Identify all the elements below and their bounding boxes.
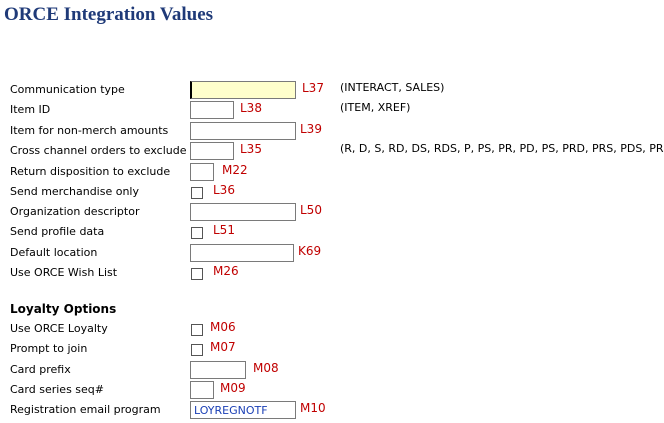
checkbox[interactable] <box>191 227 203 239</box>
field-code: L36 <box>213 183 235 197</box>
field-code: L38 <box>240 101 262 115</box>
field-code: L51 <box>213 223 235 237</box>
text-input[interactable] <box>190 101 234 119</box>
field-label: Card prefix <box>10 363 71 376</box>
field-note: (ITEM, XREF) <box>340 101 411 114</box>
field-code: M09 <box>220 381 246 395</box>
page-title: ORCE Integration Values <box>4 4 214 25</box>
field-code: M08 <box>253 361 279 375</box>
field-code: M06 <box>210 320 236 334</box>
text-input[interactable]: LOYREGNOTF <box>190 401 296 419</box>
text-input[interactable] <box>190 122 296 140</box>
field-label: Item for non-merch amounts <box>10 124 169 137</box>
text-input[interactable] <box>190 381 214 399</box>
field-label: Item ID <box>10 103 51 116</box>
field-label: Card series seq# <box>10 383 104 396</box>
field-code: M26 <box>213 264 239 278</box>
field-label: Send merchandise only <box>10 185 139 198</box>
field-code: M22 <box>222 163 248 177</box>
field-code: L35 <box>240 142 262 156</box>
text-input[interactable] <box>190 361 246 379</box>
text-input[interactable] <box>190 203 296 221</box>
field-code: M10 <box>300 401 326 415</box>
checkbox[interactable] <box>191 344 203 356</box>
field-label: Send profile data <box>10 225 105 238</box>
checkbox[interactable] <box>191 268 203 280</box>
text-input[interactable] <box>190 163 214 181</box>
text-input[interactable] <box>190 244 294 262</box>
field-code: L37 <box>302 81 324 95</box>
field-code: K69 <box>298 244 322 258</box>
field-label: Registration email program <box>10 403 161 416</box>
field-label: Use ORCE Wish List <box>10 266 118 279</box>
text-input[interactable] <box>190 142 234 160</box>
field-label: Prompt to join <box>10 342 88 355</box>
field-label: Cross channel orders to exclude <box>10 144 187 157</box>
field-label: Communication type <box>10 83 125 96</box>
field-code: L39 <box>300 122 322 136</box>
field-label: Default location <box>10 246 98 259</box>
field-label: Return disposition to exclude <box>10 165 171 178</box>
section-title: Loyalty Options <box>10 302 117 316</box>
checkbox[interactable] <box>191 324 203 336</box>
checkbox[interactable] <box>191 187 203 199</box>
field-code: M07 <box>210 340 236 354</box>
field-note: (R, D, S, RD, DS, RDS, P, PS, PR, PD, PS… <box>340 142 664 155</box>
input-value: LOYREGNOTF <box>194 404 268 417</box>
text-input[interactable] <box>190 81 296 99</box>
field-code: L50 <box>300 203 322 217</box>
field-label: Organization descriptor <box>10 205 140 218</box>
field-label: Use ORCE Loyalty <box>10 322 108 335</box>
field-note: (INTERACT, SALES) <box>340 81 445 94</box>
